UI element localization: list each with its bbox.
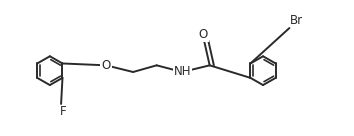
Text: O: O [102,59,111,72]
Text: F: F [59,105,66,118]
Text: NH: NH [173,66,191,78]
Text: O: O [199,28,208,41]
Text: Br: Br [290,14,303,27]
